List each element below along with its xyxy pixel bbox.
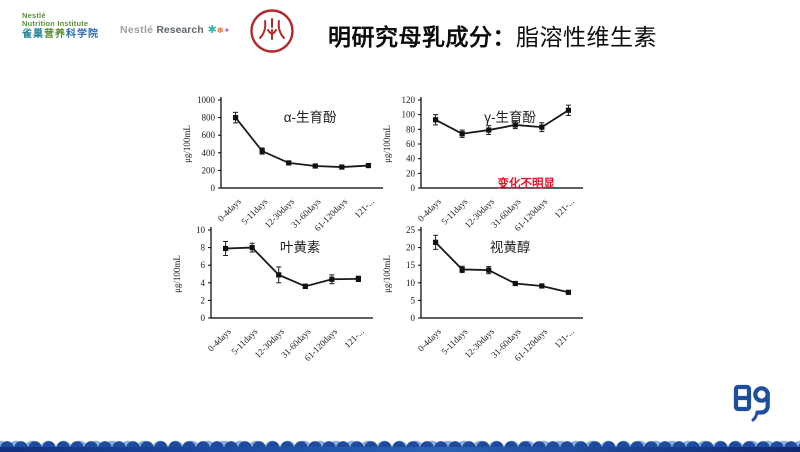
research-logo-brand: Nestlé — [120, 24, 154, 36]
svg-text:20: 20 — [406, 168, 416, 178]
chart-gamma-tocopherol: 020406080100120μg/100mL0-4days5-11days12… — [382, 95, 583, 233]
nni-cn-3: 科学院 — [66, 28, 99, 40]
svg-text:2: 2 — [201, 295, 206, 305]
footer-wave — [0, 436, 800, 452]
svg-text:0: 0 — [411, 313, 416, 323]
svg-text:γ-生育酚: γ-生育酚 — [484, 110, 536, 125]
svg-text:10: 10 — [196, 225, 206, 235]
svg-text:10: 10 — [406, 278, 416, 288]
title-bold-part: 明研究母乳成分： — [328, 24, 516, 50]
svg-text:20: 20 — [406, 243, 416, 253]
svg-text:121-...: 121-... — [552, 196, 576, 220]
nestle-research-logo: Nestlé Research ✱✽✦ — [120, 23, 230, 36]
page-title: 明研究母乳成分：脂溶性维生素 — [328, 18, 657, 52]
svg-text:4: 4 — [201, 278, 206, 288]
chart-retinol: 0510152025μg/100mL0-4days5-11days12-30da… — [382, 225, 583, 363]
svg-text:120: 120 — [402, 95, 416, 105]
svg-text:0: 0 — [201, 313, 206, 323]
ming-logo-icon — [733, 384, 770, 422]
svg-text:视黄醇: 视黄醇 — [490, 239, 530, 255]
peking-university-seal-icon — [250, 9, 294, 53]
svg-text:μg/100mL: μg/100mL — [382, 125, 392, 163]
research-decor-icon: ✱✽✦ — [207, 24, 231, 36]
svg-text:800: 800 — [202, 113, 216, 123]
nni-logo-text-cn: 雀巢营养科学院 — [22, 28, 99, 41]
nestle-nutrition-institute-logo: Nestlé Nutrition Institute 雀巢营养科学院 — [22, 12, 99, 40]
svg-text:15: 15 — [406, 260, 416, 270]
nni-logo-line1: Nestlé — [22, 11, 46, 20]
svg-text:400: 400 — [202, 148, 216, 158]
wave-dark-scallops — [0, 441, 800, 448]
svg-text:μg/100mL: μg/100mL — [172, 255, 182, 293]
nni-cn-2: 营养 — [44, 28, 66, 40]
title-regular-part: 脂溶性维生素 — [516, 24, 657, 50]
svg-text:μg/100mL: μg/100mL — [382, 255, 392, 293]
svg-text:5: 5 — [411, 295, 416, 305]
chart-alpha-tocopherol: 02004006008001000μg/100mL0-4days5-11days… — [182, 95, 383, 233]
research-logo-word: Research — [156, 24, 204, 36]
svg-text:0: 0 — [211, 183, 216, 193]
svg-text:α-生育酚: α-生育酚 — [284, 110, 337, 125]
svg-text:40: 40 — [406, 154, 416, 164]
svg-text:121-...: 121-... — [352, 196, 376, 220]
svg-text:8: 8 — [201, 243, 206, 253]
wave-bar — [0, 447, 800, 452]
nni-logo-text-en: Nestlé Nutrition Institute — [22, 12, 99, 28]
svg-text:60: 60 — [406, 139, 416, 149]
svg-text:μg/100mL: μg/100mL — [182, 125, 192, 163]
svg-text:100: 100 — [402, 110, 416, 120]
svg-text:80: 80 — [406, 124, 416, 134]
svg-text:25: 25 — [406, 225, 416, 235]
svg-text:121-...: 121-... — [552, 326, 576, 350]
svg-text:1000: 1000 — [197, 95, 216, 105]
nni-cn-1: 雀巢 — [22, 28, 44, 40]
svg-text:0: 0 — [411, 183, 416, 193]
svg-text:121-...: 121-... — [342, 326, 366, 350]
svg-text:600: 600 — [202, 130, 216, 140]
svg-text:6: 6 — [201, 260, 206, 270]
svg-text:叶黄素: 叶黄素 — [280, 240, 321, 255]
svg-text:200: 200 — [202, 165, 216, 175]
nni-logo-line2: Nutrition Institute — [22, 18, 89, 28]
svg-text:变化不明显: 变化不明显 — [498, 176, 556, 190]
chart-lutein: 0246810μg/100mL0-4days5-11days12-30days3… — [172, 225, 373, 363]
